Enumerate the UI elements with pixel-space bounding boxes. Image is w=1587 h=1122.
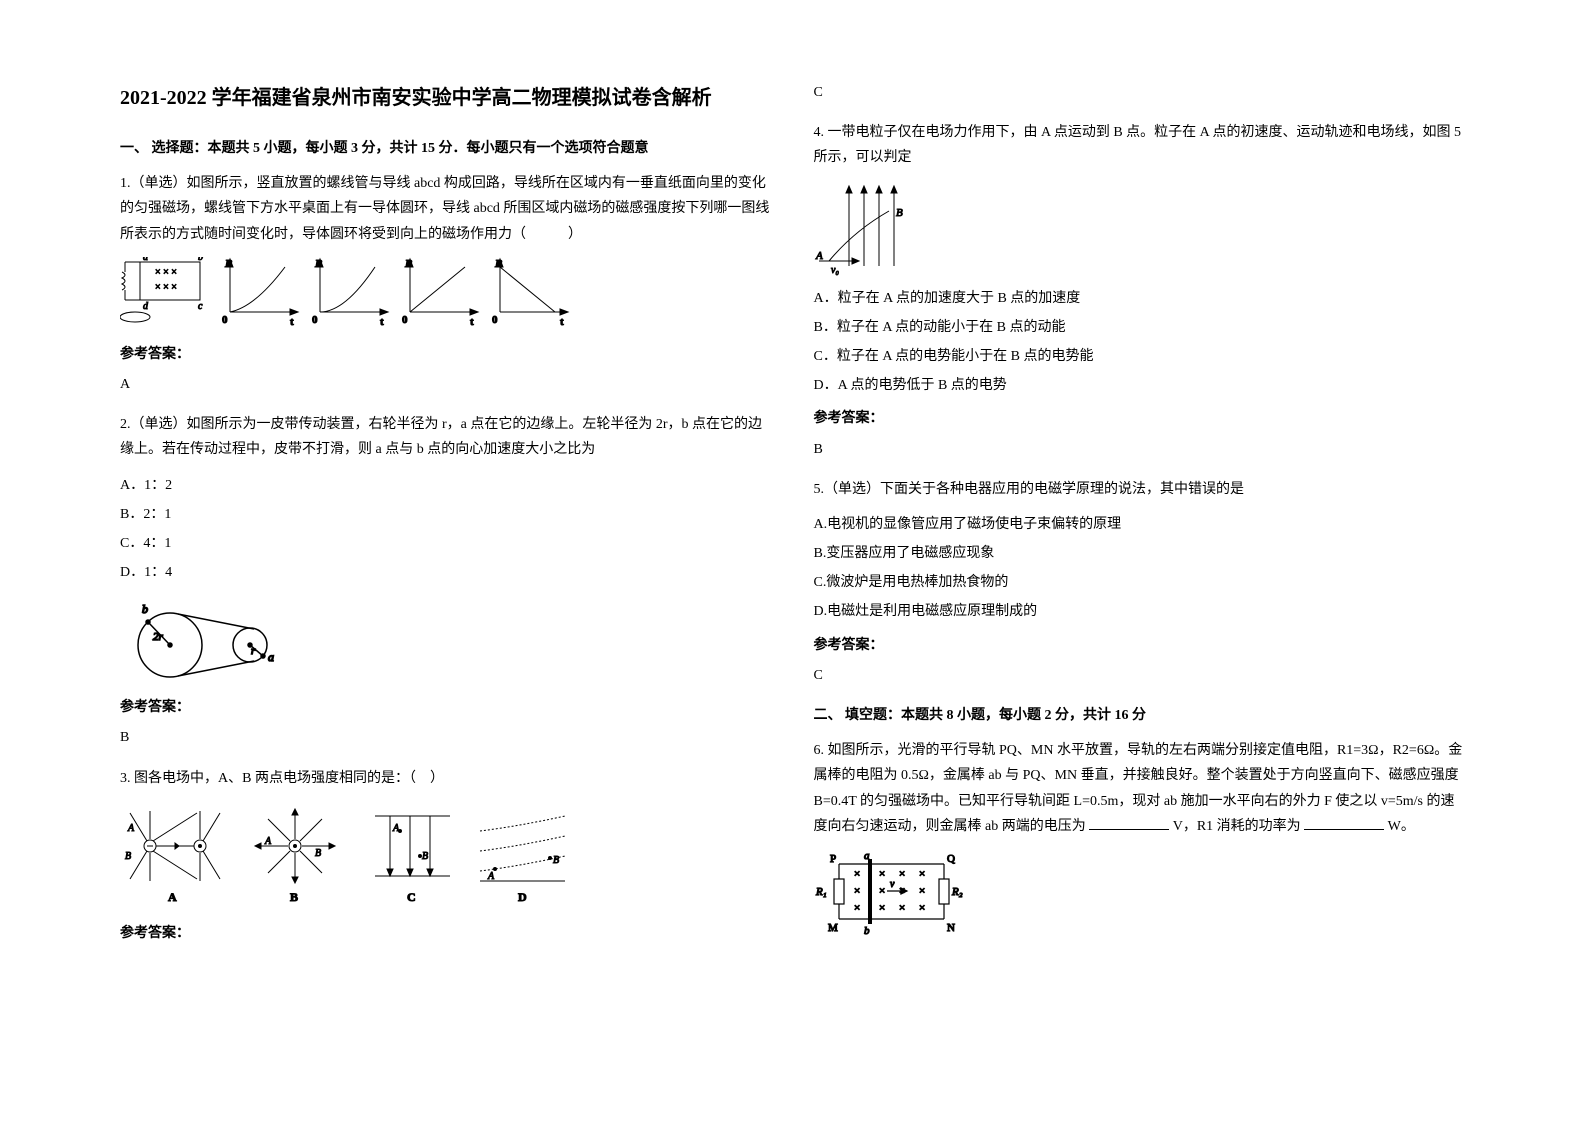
svg-text:×: × bbox=[899, 902, 905, 914]
q2-option-c: C．4：1 bbox=[120, 531, 774, 556]
q1-answer: A bbox=[120, 372, 774, 397]
q2-option-d: D．1：4 bbox=[120, 560, 774, 585]
svg-text:×: × bbox=[919, 868, 925, 880]
svg-text:A: A bbox=[487, 871, 495, 882]
q3-answer-label: 参考答案： bbox=[120, 921, 774, 946]
svg-text:t: t bbox=[290, 316, 294, 328]
svg-text:×: × bbox=[879, 885, 885, 897]
q4-option-c: C．粒子在 A 点的电势能小于在 B 点的电势能 bbox=[814, 344, 1468, 369]
svg-text:B: B bbox=[125, 851, 131, 862]
svg-text:0: 0 bbox=[402, 314, 408, 326]
svg-text:D: D bbox=[518, 890, 527, 904]
svg-text:× × ×: × × × bbox=[155, 282, 177, 293]
svg-text:B: B bbox=[315, 848, 321, 859]
svg-text:2r: 2r bbox=[153, 631, 164, 643]
q1-answer-label: 参考答案： bbox=[120, 342, 774, 367]
q5-option-a: A.电视机的显像管应用了磁场使电子束偏转的原理 bbox=[814, 512, 1468, 537]
svg-text:P: P bbox=[830, 853, 836, 865]
svg-text:A: A bbox=[392, 823, 400, 834]
svg-text:×: × bbox=[879, 868, 885, 880]
svg-text:v₀: v₀ bbox=[831, 265, 839, 276]
q2-answer-label: 参考答案： bbox=[120, 695, 774, 720]
svg-text:B: B bbox=[553, 855, 559, 866]
svg-text:×: × bbox=[854, 885, 860, 897]
svg-text:R₂: R₂ bbox=[951, 886, 963, 898]
svg-text:v: v bbox=[890, 879, 895, 890]
q3-answer: C bbox=[814, 80, 1468, 105]
svg-text:B: B bbox=[896, 207, 903, 219]
svg-text:C: C bbox=[407, 890, 416, 904]
svg-text:R₁: R₁ bbox=[815, 886, 827, 898]
q5-answer-label: 参考答案： bbox=[814, 633, 1468, 658]
svg-text:a: a bbox=[143, 257, 148, 263]
q4-figure: A B v₀ bbox=[814, 181, 1468, 276]
q4-option-a: A．粒子在 A 点的加速度大于 B 点的加速度 bbox=[814, 286, 1468, 311]
svg-text:Q: Q bbox=[947, 853, 955, 865]
svg-text:×: × bbox=[854, 902, 860, 914]
q4-answer-label: 参考答案： bbox=[814, 406, 1468, 431]
svg-text:a: a bbox=[268, 650, 274, 664]
svg-text:b: b bbox=[198, 257, 203, 263]
q6-text-part3: W。 bbox=[1388, 819, 1415, 834]
left-column: 2021-2022 学年福建省泉州市南安实验中学高二物理模拟试卷含解析 一、 选… bbox=[100, 80, 794, 1082]
question-5: 5.（单选）下面关于各种电器应用的电磁学原理的说法，其中错误的是 bbox=[814, 477, 1468, 502]
svg-text:t: t bbox=[560, 316, 564, 328]
q6-blank1 bbox=[1089, 816, 1169, 830]
svg-text:c: c bbox=[198, 301, 203, 312]
q2-option-b: B．2：1 bbox=[120, 502, 774, 527]
svg-text:0: 0 bbox=[492, 314, 498, 326]
q2-option-a: A．1：2 bbox=[120, 473, 774, 498]
question-2: 2.（单选）如图所示为一皮带传动装置，右轮半径为 r，a 点在它的边缘上。左轮半… bbox=[120, 412, 774, 462]
q5-option-d: D.电磁灶是利用电磁感应原理制成的 bbox=[814, 599, 1468, 624]
q1-figure: a b d c × × × × × × B t bbox=[120, 257, 774, 332]
q6-text-part2: V，R1 消耗的功率为 bbox=[1173, 819, 1301, 834]
document-title: 2021-2022 学年福建省泉州市南安实验中学高二物理模拟试卷含解析 bbox=[120, 80, 774, 116]
svg-text:N: N bbox=[947, 922, 955, 934]
svg-text:r: r bbox=[251, 645, 256, 657]
svg-text:t: t bbox=[380, 316, 384, 328]
question-6: 6. 如图所示，光滑的平行导轨 PQ、MN 水平放置，导轨的左右两端分别接定值电… bbox=[814, 738, 1468, 839]
q6-blank2 bbox=[1304, 816, 1384, 830]
section2-header: 二、 填空题：本题共 8 小题，每小题 2 分，共计 16 分 bbox=[814, 703, 1468, 728]
q4-option-d: D．A 点的电势低于 B 点的电势 bbox=[814, 373, 1468, 398]
svg-text:b: b bbox=[142, 602, 148, 616]
svg-text:t: t bbox=[470, 316, 474, 328]
svg-text:×: × bbox=[919, 885, 925, 897]
q5-option-c: C.微波炉是用电热棒加热食物的 bbox=[814, 570, 1468, 595]
svg-text:A: A bbox=[168, 890, 177, 904]
svg-text:A: A bbox=[264, 836, 272, 847]
question-4: 4. 一带电粒子仅在电场力作用下，由 A 点运动到 B 点。粒子在 A 点的初速… bbox=[814, 120, 1468, 170]
question-1: 1.（单选）如图所示，竖直放置的螺线管与导线 abcd 构成回路，导线所在区域内… bbox=[120, 171, 774, 247]
right-column: C 4. 一带电粒子仅在电场力作用下，由 A 点运动到 B 点。粒子在 A 点的… bbox=[794, 80, 1488, 1082]
svg-text:0: 0 bbox=[222, 314, 228, 326]
svg-text:B: B bbox=[290, 890, 298, 904]
svg-text:M: M bbox=[828, 922, 838, 934]
q6-figure: × × × × × × × × × × × × v P a Q R₁ R₂ bbox=[814, 849, 1468, 939]
q5-option-b: B.变压器应用了电磁感应现象 bbox=[814, 541, 1468, 566]
svg-text:B: B bbox=[422, 851, 428, 862]
question-3: 3. 图各电场中，A、B 两点电场强度相同的是：（ ） bbox=[120, 766, 774, 791]
svg-text:×: × bbox=[919, 902, 925, 914]
svg-text:b: b bbox=[864, 925, 870, 937]
q2-figure: b a 2r r bbox=[120, 595, 774, 685]
q5-answer: C bbox=[814, 663, 1468, 688]
section1-header: 一、 选择题：本题共 5 小题，每小题 3 分，共计 15 分．每小题只有一个选… bbox=[120, 136, 774, 161]
svg-text:× × ×: × × × bbox=[155, 267, 177, 278]
q3-figure: A B A A B B bbox=[120, 801, 774, 911]
q4-option-b: B．粒子在 A 点的动能小于在 B 点的动能 bbox=[814, 315, 1468, 340]
svg-text:A: A bbox=[127, 823, 135, 834]
svg-text:×: × bbox=[854, 868, 860, 880]
svg-text:a: a bbox=[864, 850, 870, 862]
q2-answer: B bbox=[120, 725, 774, 750]
svg-text:×: × bbox=[879, 902, 885, 914]
q4-answer: B bbox=[814, 437, 1468, 462]
svg-text:0: 0 bbox=[312, 314, 318, 326]
svg-text:×: × bbox=[899, 868, 905, 880]
svg-text:A: A bbox=[815, 250, 823, 262]
svg-text:d: d bbox=[143, 301, 149, 312]
